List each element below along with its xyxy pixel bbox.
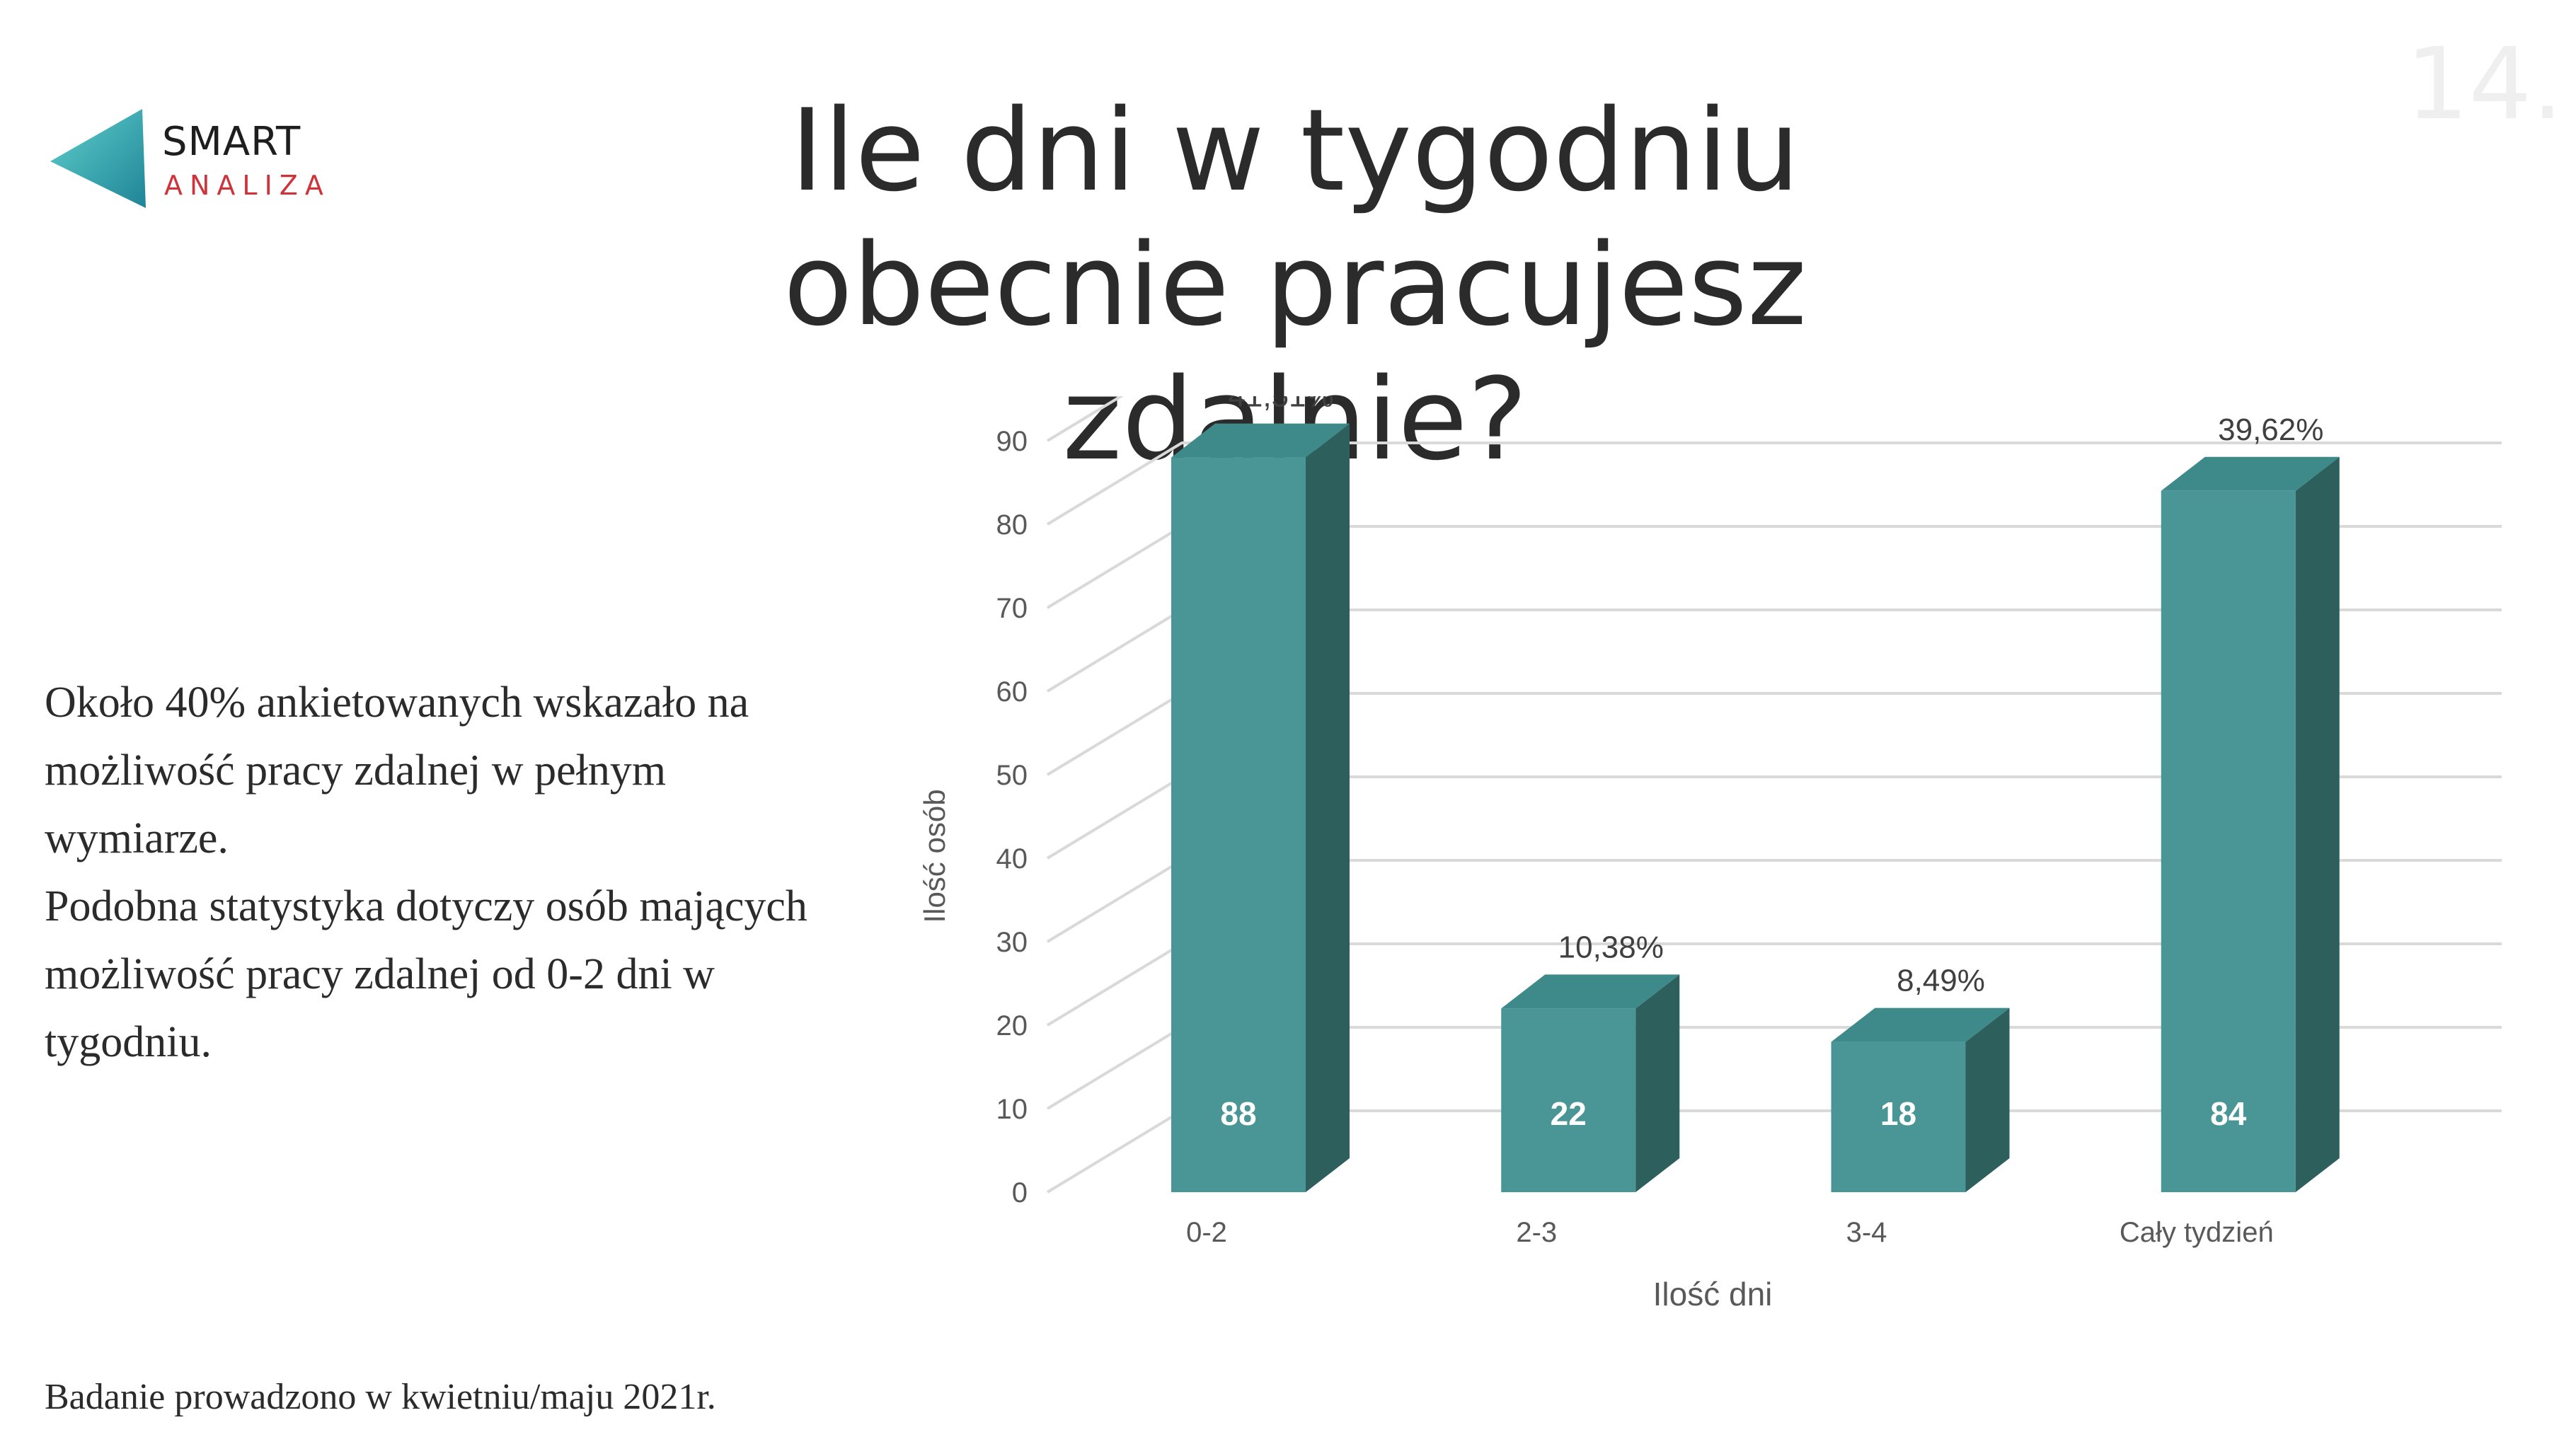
x-tick-label: 3-4: [1846, 1217, 1887, 1248]
bar-side: [2295, 456, 2340, 1192]
data-label-value: 88: [1220, 1095, 1256, 1132]
data-label-percent: 41,51%: [1228, 396, 1333, 414]
logo: SMART ANALIZA: [47, 105, 344, 218]
y-tick-label: 0: [1012, 1177, 1028, 1208]
grid-line: [1046, 441, 2502, 526]
page-title: Ile dni w tygodniu obecnie pracujesz zda…: [783, 84, 1807, 485]
labels-layer: 0 10 20 30 40 50 60 70 80 90 88 41,51% 0-2 22 10,38% 2-…: [996, 396, 2324, 1248]
bar: [2161, 490, 2296, 1192]
y-tick-label: 60: [996, 676, 1028, 708]
x-tick-label: Cały tydzień: [2120, 1217, 2274, 1248]
data-label-percent: 39,62%: [2218, 412, 2323, 447]
data-label-value: 22: [1551, 1095, 1587, 1132]
y-axis-label: Ilość osób: [918, 789, 951, 923]
x-tick-label: 0-2: [1186, 1217, 1227, 1248]
grid-line: [1046, 396, 1124, 442]
y-tick-label: 40: [996, 843, 1028, 874]
x-tick-label: 2-3: [1516, 1217, 1557, 1248]
data-label-percent: 10,38%: [1558, 930, 1664, 964]
description: Około 40% ankietowanych wskazało na możl…: [45, 669, 809, 1076]
y-tick-label: 80: [996, 509, 1028, 541]
bar-side: [1306, 423, 1350, 1192]
bar: [1171, 457, 1306, 1192]
y-tick-label: 20: [996, 1010, 1028, 1041]
y-tick-label: 30: [996, 927, 1028, 958]
bar-chart: 0 10 20 30 40 50 60 70 80 90 88 41,51% 0-2 22 10,38% 2-…: [918, 396, 2502, 1312]
description-paragraph: Około 40% ankietowanych wskazało na możl…: [45, 679, 749, 862]
y-tick-label: 50: [996, 760, 1028, 791]
data-label-value: 18: [1880, 1095, 1916, 1132]
data-label-percent: 8,49%: [1897, 964, 1985, 998]
y-tick-label: 10: [996, 1094, 1028, 1125]
logo-brand-bottom: ANALIZA: [164, 170, 330, 201]
y-tick-label: 70: [996, 593, 1028, 624]
description-paragraph: Podobna statystyka dotyczy osób mających…: [45, 882, 807, 1066]
x-axis-label: Ilość dni: [1653, 1276, 1773, 1312]
bar-top: [1501, 974, 1680, 1009]
page-number: 14.: [2405, 27, 2563, 142]
bars-layer: [1171, 423, 2340, 1192]
bar-top: [2161, 456, 2340, 491]
data-label-value: 84: [2210, 1095, 2247, 1132]
bar-side: [1635, 974, 1680, 1192]
bar-top: [1831, 1008, 2010, 1042]
footnote: Badanie prowadzono w kwietniu/maju 2021r…: [45, 1377, 716, 1417]
bar: [1501, 1008, 1636, 1192]
bar-side: [1965, 1008, 2010, 1192]
logo-triangle-icon: [50, 109, 146, 208]
bar: [1831, 1041, 1966, 1192]
bar-top: [1171, 423, 1350, 458]
y-tick-label: 90: [996, 426, 1028, 457]
logo-brand-top: SMART: [162, 119, 301, 165]
